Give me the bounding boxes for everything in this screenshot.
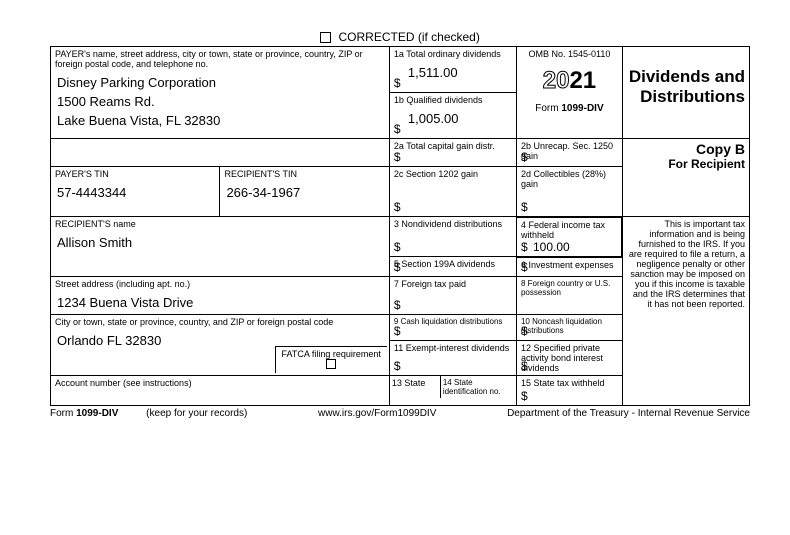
- footer-mid: www.irs.gov/Form1099DIV: [318, 408, 436, 419]
- footer: Form 1099-DIV (keep for your records) ww…: [50, 408, 750, 419]
- box-2d-label: 2d Collectibles (28%) gain: [521, 169, 618, 189]
- tax-year: 2021: [521, 67, 618, 95]
- box-2a-label: 2a Total capital gain distr.: [394, 141, 512, 151]
- corrected-checkbox: [320, 32, 331, 43]
- payer-tin: 57-4443344: [55, 179, 215, 202]
- box-8-label: 8 Foreign country or U.S. possession: [521, 279, 618, 297]
- payer-addr1: 1500 Reams Rd.: [55, 92, 385, 111]
- omb-number: OMB No. 1545-0110: [521, 49, 618, 59]
- box-5-label: 5 Section 199A dividends: [394, 259, 512, 269]
- footer-right: Department of the Treasury - Internal Re…: [507, 408, 750, 419]
- box-13-label: 13 State: [390, 376, 440, 398]
- recipient-tin-label: RECIPIENT'S TIN: [224, 169, 384, 179]
- box-1a-value: 1,511.00: [394, 59, 512, 82]
- form-1099-div: CORRECTED (if checked) PAYER's name, str…: [50, 30, 750, 419]
- corrected-label: CORRECTED (if checked): [338, 30, 479, 44]
- box-9-label: 9 Cash liquidation distributions: [394, 317, 512, 326]
- box-1b-value: 1,005.00: [394, 105, 512, 128]
- account-label: Account number (see instructions): [55, 378, 385, 388]
- box-3-label: 3 Nondividend distributions: [394, 219, 512, 229]
- box-14-label: 14 State identification no.: [440, 376, 516, 398]
- irs-notice: This is important tax information and is…: [627, 219, 745, 309]
- box-7-label: 7 Foreign tax paid: [394, 279, 512, 289]
- payer-tin-label: PAYER'S TIN: [55, 169, 215, 179]
- payer-name: Disney Parking Corporation: [55, 69, 385, 92]
- box-4-value: 100.00: [521, 236, 572, 256]
- recipient-tin: 266-34-1967: [224, 179, 384, 202]
- copy-b: Copy B: [627, 141, 745, 157]
- payer-addr2: Lake Buena Vista, FL 32830: [55, 111, 385, 130]
- payer-section-label: PAYER's name, street address, city or to…: [55, 49, 385, 69]
- recipient-name-label: RECIPIENT'S name: [55, 219, 385, 229]
- form-number: Form 1099-DIV: [521, 103, 618, 114]
- box-11-label: 11 Exempt-interest dividends: [394, 343, 512, 353]
- box-10-label: 10 Noncash liquidation distributions: [521, 317, 618, 335]
- box-15-label: 15 State tax withheld: [521, 378, 618, 388]
- street-label: Street address (including apt. no.): [55, 279, 385, 289]
- fatca-box: FATCA filing requirement: [275, 346, 387, 373]
- box-12-label: 12 Specified private activity bond inter…: [521, 343, 618, 373]
- form-title: Dividends and Distributions: [627, 67, 745, 107]
- box-6-label: 6 Investment expenses: [521, 260, 618, 270]
- box-1b-label: 1b Qualified dividends: [394, 95, 512, 105]
- fatca-checkbox: [326, 359, 336, 369]
- recipient-name: Allison Smith: [55, 229, 385, 252]
- for-recipient: For Recipient: [627, 157, 745, 171]
- form-grid: PAYER's name, street address, city or to…: [50, 46, 750, 406]
- box-1a-label: 1a Total ordinary dividends: [394, 49, 512, 59]
- box-2b-label: 2b Unrecap. Sec. 1250 gain: [521, 141, 618, 161]
- corrected-row: CORRECTED (if checked): [50, 30, 750, 44]
- city-label: City or town, state or province, country…: [55, 317, 385, 327]
- box-2c-label: 2c Section 1202 gain: [394, 169, 512, 179]
- footer-left: Form 1099-DIV (keep for your records): [50, 408, 247, 419]
- recipient-street: 1234 Buena Vista Drive: [55, 289, 385, 312]
